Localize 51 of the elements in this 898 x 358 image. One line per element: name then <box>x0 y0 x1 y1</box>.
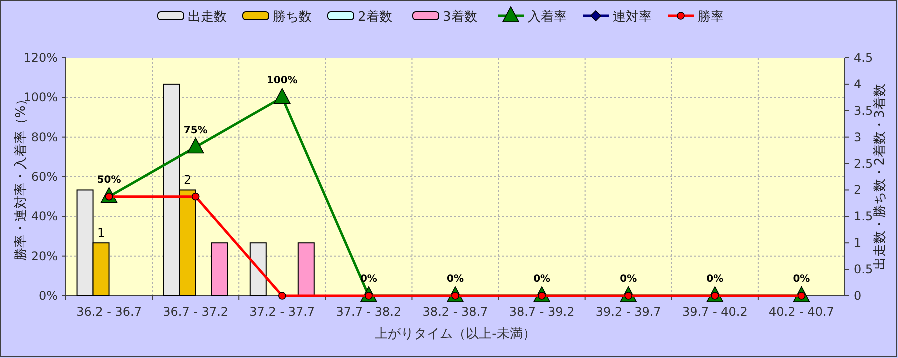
y-tick-label: 40% <box>31 210 58 224</box>
point <box>278 292 286 300</box>
legend-label: 3着数 <box>443 9 478 25</box>
point <box>274 88 291 104</box>
x-tick-label: 36.7 - 37.2 <box>163 305 229 319</box>
bar <box>211 242 228 296</box>
data-label: 0% <box>620 274 638 285</box>
legend-label: 勝ち数 <box>273 10 312 25</box>
x-axis-title: 上がりタイム（以上-未満） <box>375 327 536 342</box>
data-label: 0% <box>706 274 724 285</box>
y2-tick-label: 3 <box>854 130 862 144</box>
y2-tick-label: 0.5 <box>854 262 874 277</box>
y2-tick-label: 3.5 <box>854 104 874 118</box>
y2-tick-label: 2.5 <box>854 156 874 171</box>
y-tick-label: 120% <box>24 51 58 65</box>
x-tick-label: 40.2 - 40.7 <box>769 305 834 319</box>
y2-tick-label: 1 <box>854 236 862 250</box>
point <box>192 192 200 201</box>
point <box>187 138 204 154</box>
legend-label: 勝率 <box>698 9 724 25</box>
data-label: 100% <box>266 76 298 87</box>
legend-label: 2着数 <box>358 9 392 25</box>
data-label: 75% <box>184 125 208 136</box>
x-tick-label: 37.7 - 38.2 <box>336 305 402 319</box>
x-tick-label: 39.7 - 40.2 <box>682 305 748 319</box>
y-tick-label: 60% <box>31 170 58 184</box>
bar <box>298 242 315 296</box>
y2-tick-label: 1.5 <box>854 210 874 224</box>
x-tick-label: 38.2 - 38.7 <box>422 305 488 319</box>
data-label: 50% <box>97 174 122 186</box>
legend-label: 出走数 <box>188 10 227 25</box>
y2-tick-label: 4 <box>854 77 862 92</box>
data-label: 0% <box>793 274 810 285</box>
x-tick-label: 36.2 - 36.7 <box>76 305 142 319</box>
x-tick-label: 39.2 - 39.7 <box>596 305 662 319</box>
legend-label: 入着率 <box>528 9 567 25</box>
data-label: 0% <box>534 274 551 285</box>
x-tick-label: 38.7 - 39.2 <box>509 305 575 319</box>
y-tick-label: 0% <box>38 289 58 303</box>
y2-axis-title: 出走数・勝ち数・2着数・3着数 <box>872 84 888 270</box>
bar <box>250 242 267 296</box>
data-label: 1 <box>97 226 106 240</box>
x-tick-label: 37.2 - 37.7 <box>250 305 316 319</box>
y2-tick-label: 2 <box>854 183 862 198</box>
data-label: 2 <box>184 173 192 188</box>
data-label: 0% <box>447 274 464 285</box>
y2-tick-label: 0 <box>854 289 862 303</box>
y-tick-label: 80% <box>31 130 58 144</box>
y2-tick-label: 4.5 <box>854 51 874 65</box>
legend-label: 連対率 <box>613 9 652 25</box>
y-tick-label: 20% <box>31 249 58 264</box>
